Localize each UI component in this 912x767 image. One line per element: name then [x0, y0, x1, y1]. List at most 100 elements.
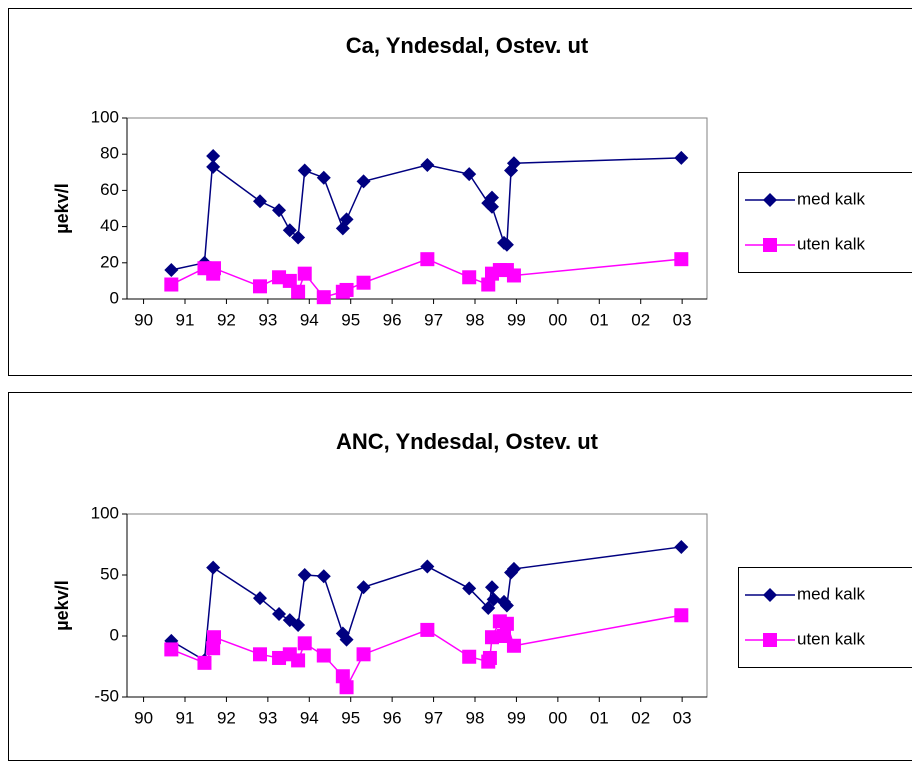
marker [356, 275, 371, 290]
marker [335, 669, 350, 684]
series [164, 608, 689, 695]
marker [674, 252, 689, 267]
marker [462, 270, 477, 285]
marker [484, 630, 499, 645]
y-tick-label: 100 [91, 107, 119, 126]
x-tick-label: 00 [548, 310, 567, 329]
x-tick-label: 91 [176, 708, 195, 727]
chart-frame [8, 8, 912, 376]
marker [420, 252, 435, 267]
marker [484, 199, 499, 214]
marker [297, 266, 312, 281]
marker [297, 163, 312, 178]
marker [674, 150, 689, 165]
x-tick-label: 03 [673, 708, 692, 727]
marker [420, 559, 435, 574]
marker [282, 223, 297, 238]
x-tick-label: 99 [507, 708, 526, 727]
plot-area [126, 513, 708, 698]
marker [272, 270, 287, 285]
x-tick-label: 93 [258, 310, 277, 329]
marker [486, 592, 501, 607]
marker [291, 653, 306, 668]
x-tick-label: 90 [134, 310, 153, 329]
legend-box [738, 172, 912, 273]
marker [252, 647, 267, 662]
legend-marker [763, 588, 777, 602]
y-tick-label: 100 [91, 503, 119, 522]
marker [252, 194, 267, 209]
marker [207, 261, 221, 276]
x-tick-label: 02 [631, 310, 650, 329]
legend-box [738, 567, 912, 668]
x-tick-label: 98 [466, 708, 485, 727]
marker [316, 648, 331, 663]
x-tick-label: 93 [258, 708, 277, 727]
marker [482, 650, 497, 665]
marker [506, 638, 521, 653]
marker [420, 158, 435, 173]
marker [206, 641, 221, 656]
y-tick-label: 0 [110, 288, 119, 307]
x-tick-label: 90 [134, 708, 153, 727]
marker [252, 279, 267, 294]
x-tick-label: 96 [383, 310, 402, 329]
marker [272, 650, 287, 665]
marker [252, 591, 267, 606]
marker [272, 607, 287, 622]
x-tick-label: 97 [424, 708, 443, 727]
legend-label: uten kalk [797, 629, 866, 648]
legend-label: uten kalk [797, 234, 866, 253]
marker [462, 581, 477, 596]
series [164, 539, 689, 668]
x-tick-label: 91 [176, 310, 195, 329]
series [164, 252, 689, 305]
marker [356, 647, 371, 662]
y-axis-label: µekv/l [52, 183, 72, 233]
y-tick-label: 40 [100, 216, 119, 235]
y-tick-label: 50 [100, 564, 119, 583]
series [164, 149, 689, 278]
marker [316, 170, 331, 185]
marker [206, 560, 221, 575]
marker [164, 642, 179, 657]
marker [316, 290, 331, 305]
marker [506, 268, 521, 283]
marker [499, 598, 514, 613]
chart-frame [8, 392, 912, 761]
marker [207, 630, 221, 645]
x-tick-label: 02 [631, 708, 650, 727]
legend-label: med kalk [797, 584, 866, 603]
x-tick-label: 98 [466, 310, 485, 329]
marker [297, 568, 312, 582]
marker [356, 580, 371, 595]
legend-marker [763, 193, 777, 207]
marker [506, 156, 521, 171]
marker [462, 649, 477, 664]
chart-title: ANC, Yndesdal, Ostev. ut [336, 429, 599, 454]
x-tick-label: 01 [590, 708, 609, 727]
legend-marker [763, 633, 777, 647]
marker [674, 539, 689, 554]
marker [164, 277, 179, 292]
marker [506, 561, 521, 576]
marker [206, 149, 221, 164]
x-tick-label: 95 [341, 310, 360, 329]
marker [499, 616, 514, 631]
marker [316, 569, 331, 584]
x-tick-label: 01 [590, 310, 609, 329]
x-tick-label: 96 [383, 708, 402, 727]
marker [206, 159, 221, 174]
marker [282, 273, 297, 288]
marker [420, 622, 435, 637]
marker [164, 263, 179, 278]
marker [339, 680, 354, 695]
marker [297, 636, 312, 651]
marker [484, 190, 499, 205]
x-tick-label: 95 [341, 708, 360, 727]
marker [481, 277, 496, 292]
y-tick-label: -50 [94, 686, 119, 705]
x-tick-label: 94 [300, 310, 319, 329]
